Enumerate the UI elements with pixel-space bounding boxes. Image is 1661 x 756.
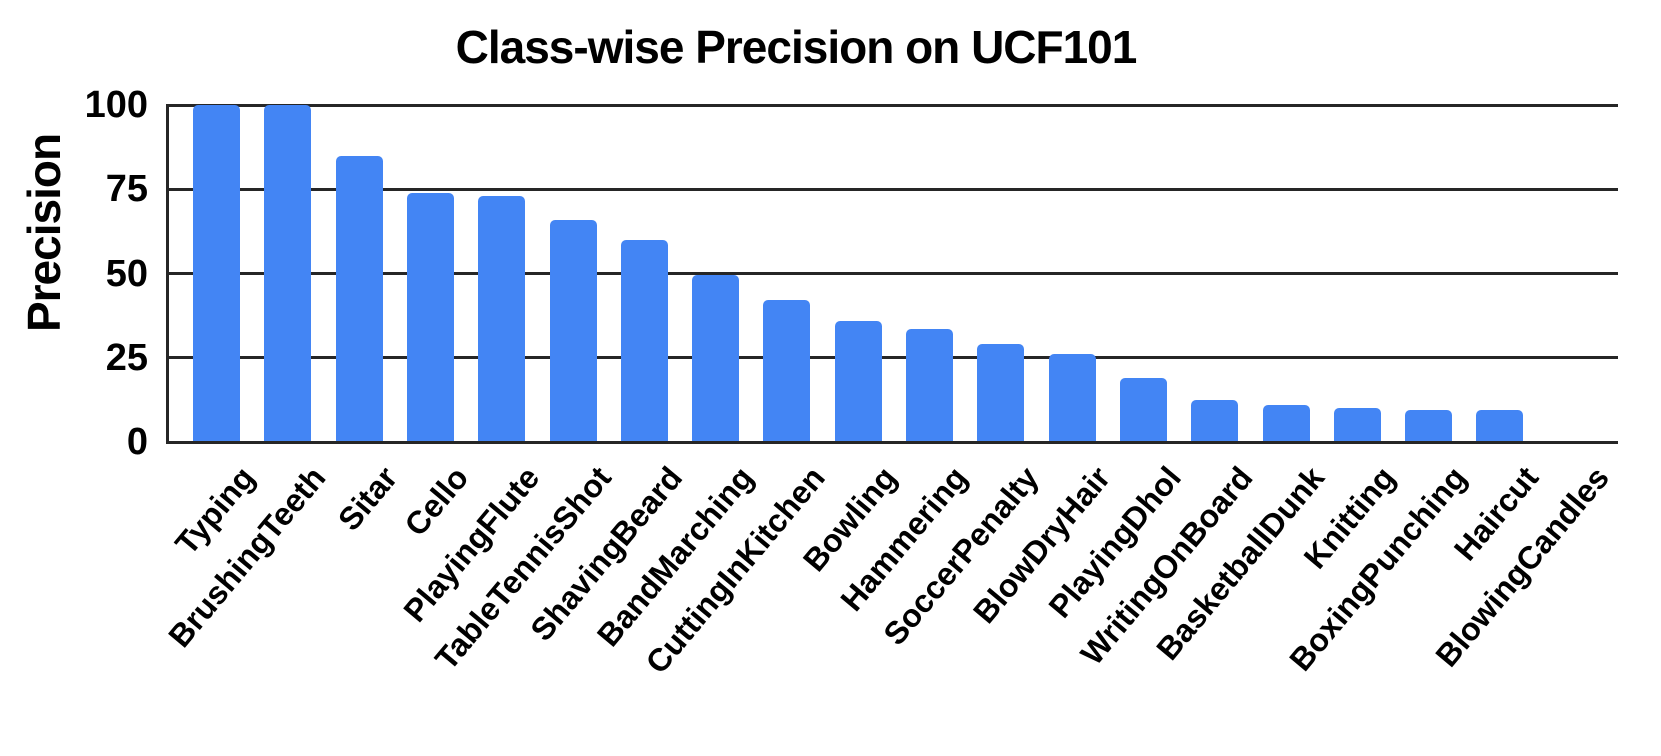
bar-BasketballDunk <box>1262 404 1310 442</box>
y-tick-label-25: 25 <box>105 336 148 379</box>
y-axis-spine <box>166 104 169 444</box>
gridline-75 <box>168 187 1618 191</box>
bar-PlayingDhol <box>1119 377 1167 442</box>
gridline-50 <box>168 272 1618 275</box>
bar-PlayingFlute <box>478 195 526 442</box>
bar-BlowDryHair <box>1048 354 1096 442</box>
bar-BrushingTeeth <box>264 105 312 442</box>
bar-Sitar <box>335 155 383 442</box>
bar-BandMarching <box>692 275 740 442</box>
x-tick-label-Sitar: Sitar <box>330 459 405 538</box>
gridline-100 <box>168 103 1618 107</box>
bar-ShavingBeard <box>620 239 668 442</box>
y-tick-label-100: 100 <box>84 84 148 126</box>
y-tick-label-50: 50 <box>105 252 148 295</box>
chart-title: Class-wise Precision on UCF101 <box>455 21 1138 73</box>
y-axis-title: Precision <box>18 133 70 333</box>
bar-Knitting <box>1333 408 1381 442</box>
y-tick-label-75: 75 <box>105 168 148 211</box>
bar-Typing <box>193 105 240 442</box>
bar-BoxingPunching <box>1405 409 1453 442</box>
bar-WritingOnBoard <box>1191 399 1239 442</box>
plot-area <box>168 103 1618 444</box>
bar-TableTennisShot <box>549 219 597 442</box>
bar-Hammering <box>906 329 953 442</box>
gridline-0 <box>168 440 1618 444</box>
y-tick-label-0: 0 <box>126 421 148 463</box>
bar-Bowling <box>834 320 882 442</box>
gridline-25 <box>168 356 1618 360</box>
bar-CuttingInKitchen <box>763 300 811 442</box>
bar-Haircut <box>1476 409 1524 442</box>
bar-Cello <box>406 192 454 442</box>
bar-SoccerPenalty <box>977 344 1025 442</box>
